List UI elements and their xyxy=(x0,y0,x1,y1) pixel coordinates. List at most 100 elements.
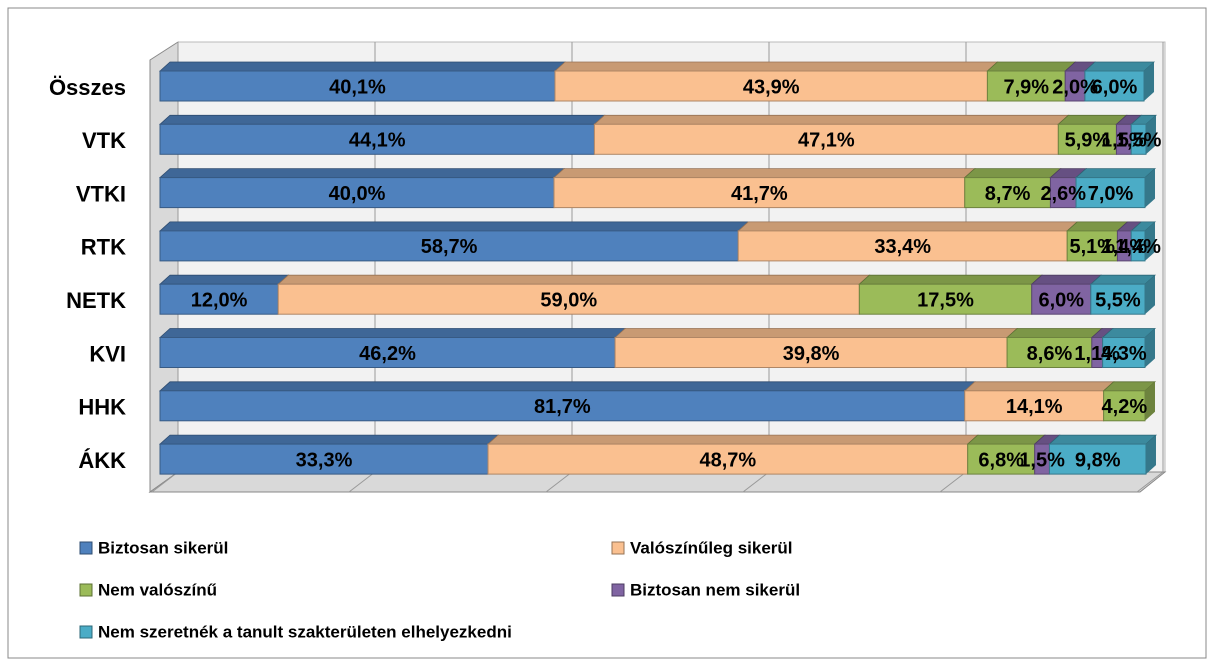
bar xyxy=(487,443,969,475)
data-label: 8,6% xyxy=(1027,343,1073,365)
bar-side xyxy=(1144,62,1155,101)
data-label: 40,0% xyxy=(329,183,386,205)
bar xyxy=(737,230,1068,262)
bar xyxy=(159,283,279,315)
bar-top xyxy=(593,114,1070,125)
data-label: 14,1% xyxy=(1006,396,1063,418)
data-label: 7,9% xyxy=(1004,76,1050,98)
data-label: 1,4% xyxy=(1102,236,1148,258)
bar-top xyxy=(614,328,1019,338)
bar-top xyxy=(158,168,566,179)
bar-top xyxy=(858,274,1043,285)
floor-grid-line xyxy=(1136,471,1164,493)
data-label: 1,1% xyxy=(1074,343,1120,365)
bar xyxy=(1048,443,1147,475)
data-label: 6,8% xyxy=(978,449,1024,471)
data-label: 9,8% xyxy=(1075,449,1121,471)
bar xyxy=(159,123,595,155)
bar xyxy=(1102,337,1146,368)
legend-swatch xyxy=(611,541,625,555)
bar-side xyxy=(1145,435,1156,475)
bar-side xyxy=(1145,381,1155,421)
bar-top xyxy=(486,434,979,445)
bar-top xyxy=(158,328,627,338)
data-label: 41,7% xyxy=(731,183,788,205)
data-label: 5,5% xyxy=(1095,289,1141,311)
data-label: 4,3% xyxy=(1101,343,1147,365)
bar xyxy=(967,443,1036,475)
floor xyxy=(148,471,1167,493)
floor-grid-line xyxy=(545,471,573,493)
y-tick-label: VTKI xyxy=(76,181,126,206)
bar-top xyxy=(963,168,1062,179)
y-tick-label: VTK xyxy=(82,128,126,153)
bar xyxy=(553,177,966,209)
bar-side xyxy=(1145,168,1155,208)
bar-top xyxy=(277,274,871,285)
data-label: 1,5% xyxy=(1019,449,1065,471)
data-label: 2,0% xyxy=(1052,76,1098,98)
data-label: 2,6% xyxy=(1040,183,1086,205)
legend-label: Biztosan nem sikerül xyxy=(630,580,800,599)
legend-swatch xyxy=(79,583,93,597)
bar xyxy=(1057,123,1117,155)
data-label: 6,0% xyxy=(1092,76,1138,98)
bar xyxy=(159,390,966,422)
bar xyxy=(1084,70,1145,102)
data-label: 8,7% xyxy=(985,183,1031,205)
bar-side xyxy=(1145,221,1155,261)
legend-swatch xyxy=(611,583,625,597)
data-label: 59,0% xyxy=(540,289,597,311)
bar xyxy=(986,70,1066,102)
bar xyxy=(964,177,1051,209)
bar-top xyxy=(966,434,1046,445)
bar xyxy=(159,230,739,262)
data-label: 5,9% xyxy=(1065,130,1111,152)
data-label: 40,1% xyxy=(329,76,386,98)
bar-top xyxy=(1089,274,1157,285)
y-tick-label: NETK xyxy=(66,288,126,313)
data-label: 46,2% xyxy=(359,343,416,365)
side-wall xyxy=(149,41,179,493)
bar-side xyxy=(1145,328,1155,368)
floor-grid-line xyxy=(742,471,770,493)
bar xyxy=(593,123,1059,155)
data-label: 1,5% xyxy=(1101,130,1147,152)
y-tick-label: RTK xyxy=(81,235,126,260)
y-tick-label: KVI xyxy=(89,341,126,366)
bar xyxy=(159,443,489,475)
bar xyxy=(159,177,555,209)
floor-grid-line xyxy=(939,471,967,493)
legend-swatch xyxy=(79,541,93,555)
bar-top xyxy=(986,61,1077,72)
data-label: 12,0% xyxy=(191,289,248,311)
bar-side xyxy=(1145,275,1155,315)
bar-top xyxy=(158,381,976,392)
data-label: 1,4% xyxy=(1115,236,1161,258)
bar-top xyxy=(552,168,976,179)
floor-grid-line xyxy=(151,471,179,493)
bar-top xyxy=(1083,61,1156,72)
bar-top xyxy=(1030,274,1102,285)
bar xyxy=(614,337,1008,368)
bar-top xyxy=(1006,328,1103,338)
data-label: 4,2% xyxy=(1102,396,1148,418)
y-tick-label: Összes xyxy=(49,75,126,100)
legend-label: Nem valószínű xyxy=(98,580,217,599)
data-label: 33,3% xyxy=(296,449,353,471)
bar-top xyxy=(737,221,1079,232)
data-label: 58,7% xyxy=(421,236,478,258)
bar-top xyxy=(158,274,290,285)
bar-top xyxy=(963,381,1115,392)
data-label: 43,9% xyxy=(743,76,800,98)
bar xyxy=(159,70,556,102)
data-label: 5,1% xyxy=(1070,236,1116,258)
data-label: 81,7% xyxy=(534,396,591,418)
y-tick-label: ÁKK xyxy=(78,448,126,473)
data-label: 6,0% xyxy=(1038,289,1084,311)
legend-label: Biztosan sikerül xyxy=(98,538,228,557)
legend-label: Valószínűleg sikerül xyxy=(630,538,793,557)
data-label: 39,8% xyxy=(783,343,840,365)
bar-top xyxy=(158,61,567,72)
